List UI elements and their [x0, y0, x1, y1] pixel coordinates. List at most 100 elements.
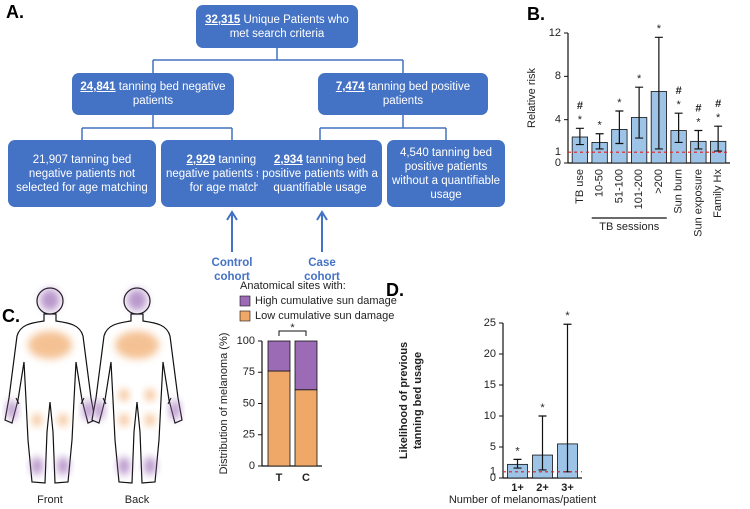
node-number: 32,315 — [205, 13, 241, 26]
sun-damage-site — [144, 457, 156, 475]
flow-node: 4,540 tanning bed positive patients with… — [387, 140, 505, 207]
significance-marker: # — [715, 98, 721, 110]
error-bar — [714, 125, 723, 152]
bar-segment — [294, 340, 318, 391]
y-tick-label: 12 — [549, 27, 561, 39]
sun-damage-site — [57, 457, 69, 475]
y-axis-label: Likelihood of previous — [398, 342, 410, 459]
error-bar — [635, 86, 644, 139]
y-axis-label: Distribution of melanoma (%) — [218, 333, 230, 475]
sun-damage-site — [83, 400, 93, 420]
sun-damage-site — [28, 331, 72, 359]
significance-marker: * — [716, 112, 721, 124]
reference-label: 1 — [555, 146, 561, 158]
sun-damage-site — [119, 389, 129, 401]
flow-node: 32,315 Unique Patients who met search cr… — [196, 5, 358, 48]
node-text: 4,540 tanning bed positive patients with… — [391, 146, 501, 201]
significance-marker: * — [637, 73, 642, 85]
sun-damage-site — [31, 457, 43, 475]
body-detail — [102, 397, 172, 405]
error-bar — [575, 127, 584, 146]
error-bar — [538, 415, 547, 471]
y-tick-label: 100 — [237, 335, 255, 347]
sun-damage-site — [58, 414, 68, 426]
reference-label: 1 — [490, 466, 496, 478]
error-bar — [513, 458, 522, 469]
panel-label: A. — [6, 2, 24, 22]
body-diagram — [4, 287, 183, 484]
node-text: tanning bed negative patients — [118, 81, 226, 107]
significance-bracket — [278, 330, 307, 336]
body-outline — [91, 313, 183, 484]
x-tick-label: 3+ — [561, 482, 574, 494]
x-tick-label: C — [302, 472, 310, 484]
y-tick-label: 25 — [243, 429, 255, 441]
x-tick-label: 10-50 — [594, 169, 606, 197]
connector — [81, 115, 233, 140]
sun-damage-site — [145, 389, 155, 401]
significance-marker: * — [597, 120, 602, 132]
legend-title: Anatomical sites with: — [240, 280, 346, 292]
x-tick-label: TB use — [574, 169, 586, 204]
sun-damage-site — [40, 289, 60, 311]
error-bar — [654, 36, 663, 150]
error-bar — [674, 112, 683, 144]
y-tick-label: 5 — [490, 441, 496, 453]
sun-damage-site — [145, 414, 155, 426]
bar-segment — [267, 340, 291, 372]
sun-damage-site — [127, 289, 147, 311]
node-text: tanning bed positive patients — [367, 81, 471, 107]
sun-damage-site — [119, 414, 129, 426]
significance-marker: * — [565, 310, 570, 322]
bar-segment — [267, 370, 291, 467]
node-number: 7,474 — [335, 81, 365, 93]
x-tick-label: Family Hx — [712, 169, 724, 218]
cohort-label: Control cohort — [211, 257, 253, 283]
significance-marker: * — [617, 97, 622, 109]
node-number: 24,841 — [80, 81, 116, 93]
y-tick-label: 10 — [484, 410, 496, 422]
significance-marker: # — [676, 85, 682, 97]
x-tick-label: 2+ — [536, 482, 549, 494]
y-tick-label: 0 — [490, 472, 496, 484]
y-tick-label: 0 — [249, 460, 255, 472]
flow-node: 7,474 tanning bed positive patients — [318, 73, 488, 115]
flow-node: 2,934 tanning bed positive patients with… — [258, 140, 382, 207]
node-text: Unique Patients who met search criteria — [229, 13, 349, 40]
error-bar — [615, 110, 624, 145]
significance-marker: * — [676, 99, 681, 111]
y-tick-label: 15 — [484, 379, 496, 391]
legend-label: High cumulative sun damage — [255, 295, 397, 307]
x-tick-label: 51-100 — [613, 169, 625, 203]
significance-marker: * — [657, 23, 662, 35]
connector — [152, 48, 404, 73]
y-tick-label: 8 — [555, 70, 561, 82]
sun-damage-site — [170, 400, 180, 420]
y-axis-label: tanning bed usage — [412, 352, 424, 449]
sun-damage-site — [94, 400, 104, 420]
y-axis-label: Relative risk — [526, 68, 538, 128]
y-tick-label: 4 — [555, 114, 561, 126]
node-number: 2,929 — [186, 153, 216, 166]
body-label: Back — [125, 494, 150, 506]
x-tick-label: Sun exposure — [692, 169, 704, 237]
error-bar — [694, 129, 703, 150]
panel-label: C. — [2, 306, 20, 326]
body-outline — [4, 313, 96, 484]
x-tick-label: Sun burn — [673, 169, 685, 214]
cohort-label: Case cohort — [304, 257, 340, 283]
x-tick-label: 1+ — [511, 482, 524, 494]
sun-damage-site — [115, 331, 159, 359]
significance-marker: * — [540, 402, 545, 414]
legend-swatch — [239, 310, 251, 322]
node-text: tanning bed positive patients with a qua… — [262, 153, 378, 194]
panel-label: D. — [386, 280, 404, 300]
significance-marker: * — [290, 322, 295, 334]
significance-marker: # — [577, 100, 583, 112]
x-tick-label: >200 — [653, 169, 665, 194]
sun-damage-site — [7, 400, 17, 420]
body-detail — [15, 397, 85, 405]
legend-label: Low cumulative sun damage — [255, 310, 394, 322]
